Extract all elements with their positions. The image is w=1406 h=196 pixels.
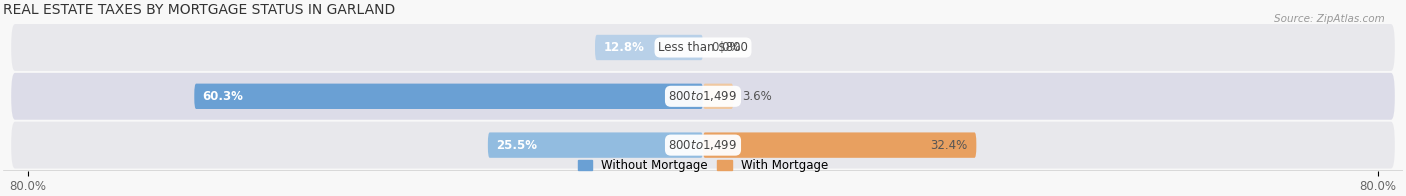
Text: 25.5%: 25.5% [496,139,537,152]
Text: 60.3%: 60.3% [202,90,243,103]
FancyBboxPatch shape [11,122,1395,169]
Text: $800 to $1,499: $800 to $1,499 [668,89,738,103]
FancyBboxPatch shape [488,132,703,158]
FancyBboxPatch shape [194,84,703,109]
FancyBboxPatch shape [703,132,976,158]
Text: 12.8%: 12.8% [603,41,644,54]
FancyBboxPatch shape [595,35,703,60]
Text: Source: ZipAtlas.com: Source: ZipAtlas.com [1274,14,1385,24]
Text: Less than $800: Less than $800 [658,41,748,54]
FancyBboxPatch shape [11,73,1395,120]
FancyBboxPatch shape [11,24,1395,71]
FancyBboxPatch shape [703,84,734,109]
Text: $800 to $1,499: $800 to $1,499 [668,138,738,152]
Text: 3.6%: 3.6% [742,90,772,103]
Text: 32.4%: 32.4% [931,139,967,152]
Text: REAL ESTATE TAXES BY MORTGAGE STATUS IN GARLAND: REAL ESTATE TAXES BY MORTGAGE STATUS IN … [3,3,395,17]
Legend: Without Mortgage, With Mortgage: Without Mortgage, With Mortgage [574,154,832,176]
Text: 0.0%: 0.0% [711,41,741,54]
